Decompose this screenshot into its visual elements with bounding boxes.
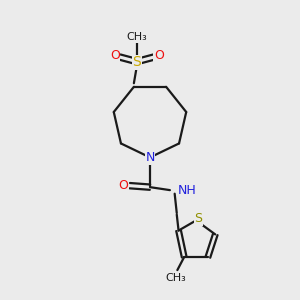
Text: O: O: [110, 50, 120, 62]
Text: CH₃: CH₃: [165, 273, 186, 284]
Text: N: N: [145, 151, 155, 164]
Text: S: S: [133, 56, 141, 69]
Text: O: O: [154, 50, 164, 62]
Text: CH₃: CH₃: [127, 32, 147, 43]
Text: S: S: [194, 212, 202, 226]
Text: NH: NH: [178, 184, 196, 196]
Text: O: O: [118, 179, 128, 192]
